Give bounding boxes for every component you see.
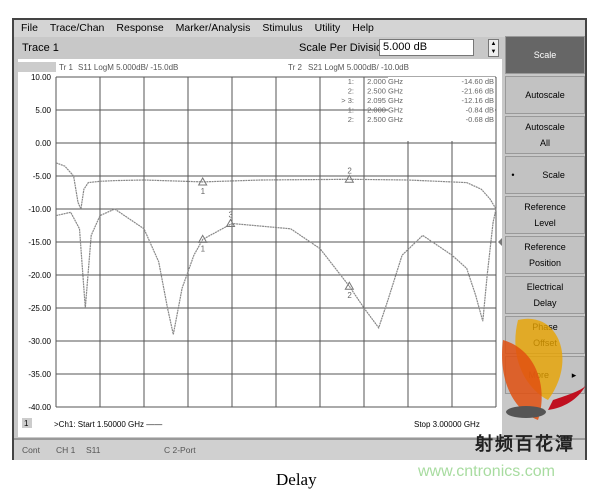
- marker-frequency: 2.095 GHz: [367, 96, 403, 105]
- scale-per-division-label: Scale Per Division: [299, 42, 389, 54]
- marker-frequency: 2.500 GHz: [367, 115, 403, 124]
- marker-frequency: 2.000 GHz: [367, 77, 403, 86]
- spin-buttons[interactable]: ▲ ▼: [488, 39, 499, 57]
- y-tick-label: 10.00: [31, 73, 52, 82]
- marker-triangle-icon[interactable]: [197, 234, 208, 243]
- start-frequency[interactable]: >Ch1: Start 1.50000 GHz ——: [54, 420, 162, 429]
- y-tick-label: -5.00: [33, 172, 52, 181]
- trace-s21: [55, 162, 497, 212]
- tr2-label: Tr 2: [288, 63, 302, 72]
- bullet-icon: •: [511, 170, 515, 180]
- trace-s11: [55, 208, 497, 335]
- watermark: www.cntronics.com: [418, 463, 555, 480]
- y-tick-label: 0.00: [35, 139, 51, 148]
- softkey-label: Scale: [533, 50, 557, 60]
- softkey-reference-level[interactable]: Reference Level: [505, 196, 585, 234]
- tr1-info: S11 LogM 5.000dB/ -15.0dB: [78, 63, 178, 72]
- channel-badge-bg: [22, 418, 32, 428]
- softkey-label: Reference Position: [524, 242, 566, 268]
- tr1-badge-bg: [18, 62, 56, 72]
- menu-help[interactable]: Help: [352, 22, 374, 34]
- status-bar: Cont CH 1 S11 C 2-Port: [14, 438, 585, 460]
- marker-number: 3: [229, 211, 234, 220]
- softkey-scale[interactable]: Scale: [505, 36, 585, 74]
- menu-marker-analysis[interactable]: Marker/Analysis: [175, 22, 251, 34]
- softkey-autoscale[interactable]: Autoscale: [505, 76, 585, 114]
- scale-per-division-input[interactable]: 5.000 dB: [379, 39, 474, 56]
- softkey-label: Electrical Delay: [526, 282, 564, 308]
- marker-value: -12.16 dB: [461, 96, 494, 105]
- softkey-label: Autoscale All: [525, 122, 565, 148]
- marker-triangle-icon[interactable]: [344, 174, 355, 183]
- marker-number: 1: [201, 244, 206, 253]
- marker-value: -0.68 dB: [466, 115, 494, 124]
- menu-trace-chan[interactable]: Trace/Chan: [49, 22, 105, 34]
- softkey-label: Reference Level: [524, 202, 566, 228]
- status-mode: Cont: [22, 445, 40, 455]
- y-tick-label: -25.00: [28, 304, 51, 313]
- softkey-scale[interactable]: • Scale: [505, 156, 585, 194]
- watermark-logo: [502, 318, 586, 420]
- marker-frequency: 2.500 GHz: [367, 87, 403, 96]
- menu-response[interactable]: Response: [116, 22, 164, 34]
- status-channel: CH 1: [56, 445, 76, 455]
- trace-toolbar: Trace 1 Scale Per Division 5.000 dB ▲ ▼: [14, 38, 502, 58]
- y-tick-label: -40.00: [28, 403, 51, 412]
- softkey-electrical-delay[interactable]: Electrical Delay: [505, 276, 585, 314]
- marker-value: -21.66 dB: [461, 87, 494, 96]
- y-tick-label: 5.00: [35, 106, 51, 115]
- marker-id: 1:: [348, 106, 354, 115]
- softkey-reference-position[interactable]: Reference Position: [505, 236, 585, 274]
- marker-number: 1: [201, 187, 206, 196]
- y-tick-label: -35.00: [28, 370, 51, 379]
- marker-id: > 3:: [341, 96, 354, 105]
- status-param: S11: [86, 445, 101, 455]
- menu-utility[interactable]: Utility: [314, 22, 341, 34]
- marker-id: 2:: [348, 87, 354, 96]
- y-tick-label: -20.00: [28, 271, 51, 280]
- reference-level-arrow-icon[interactable]: [498, 238, 502, 246]
- caption: Delay: [276, 470, 317, 489]
- plot-area: Tr 1 S11 LogM 5.000dB/ -15.0dB Tr 2 S21 …: [18, 59, 502, 437]
- menu-stimulus[interactable]: Stimulus: [262, 22, 303, 34]
- tr1-label: Tr 1: [59, 63, 73, 72]
- channel-badge[interactable]: 1: [24, 419, 29, 428]
- stop-frequency[interactable]: Stop 3.00000 GHz: [414, 420, 480, 429]
- marker-table-bg: [388, 77, 495, 141]
- menu-bar: File Trace/Chan Response Marker/Analysis Sti…: [14, 20, 585, 37]
- plot-svg: Tr 1 S11 LogM 5.000dB/ -15.0dB Tr 2 S21 …: [18, 62, 502, 429]
- softkey-label: Autoscale: [525, 90, 565, 100]
- y-tick-label: -30.00: [28, 337, 51, 346]
- watermark-cn: 射频百花潭: [475, 434, 575, 454]
- marker-triangle-icon[interactable]: [197, 176, 208, 186]
- trace-title: Trace 1: [22, 42, 59, 54]
- marker-value: -14.60 dB: [461, 77, 494, 86]
- marker-number: 2: [347, 166, 352, 175]
- marker-number: 2: [347, 291, 352, 300]
- chevron-right-icon: ▸: [571, 370, 577, 380]
- softkey-autoscale-all[interactable]: Autoscale All: [505, 116, 585, 154]
- marker-triangle-icon[interactable]: [225, 218, 236, 228]
- menu-file[interactable]: File: [21, 22, 38, 34]
- marker-frequency: 2.000 GHz: [367, 106, 403, 115]
- softkey-label: Scale: [542, 170, 565, 180]
- y-tick-label: -15.00: [28, 238, 51, 247]
- vna-window: File Trace/Chan Response Marker/Analysis Sti…: [12, 18, 587, 460]
- marker-triangle-icon[interactable]: [344, 281, 355, 290]
- marker-value: -0.84 dB: [466, 106, 494, 115]
- marker-id: 1:: [348, 77, 354, 86]
- status-port: C 2-Port: [164, 445, 196, 455]
- tr2-info: S21 LogM 5.000dB/ -10.0dB: [308, 63, 409, 72]
- marker-id: 2:: [348, 115, 354, 124]
- y-tick-label: -10.00: [28, 205, 51, 214]
